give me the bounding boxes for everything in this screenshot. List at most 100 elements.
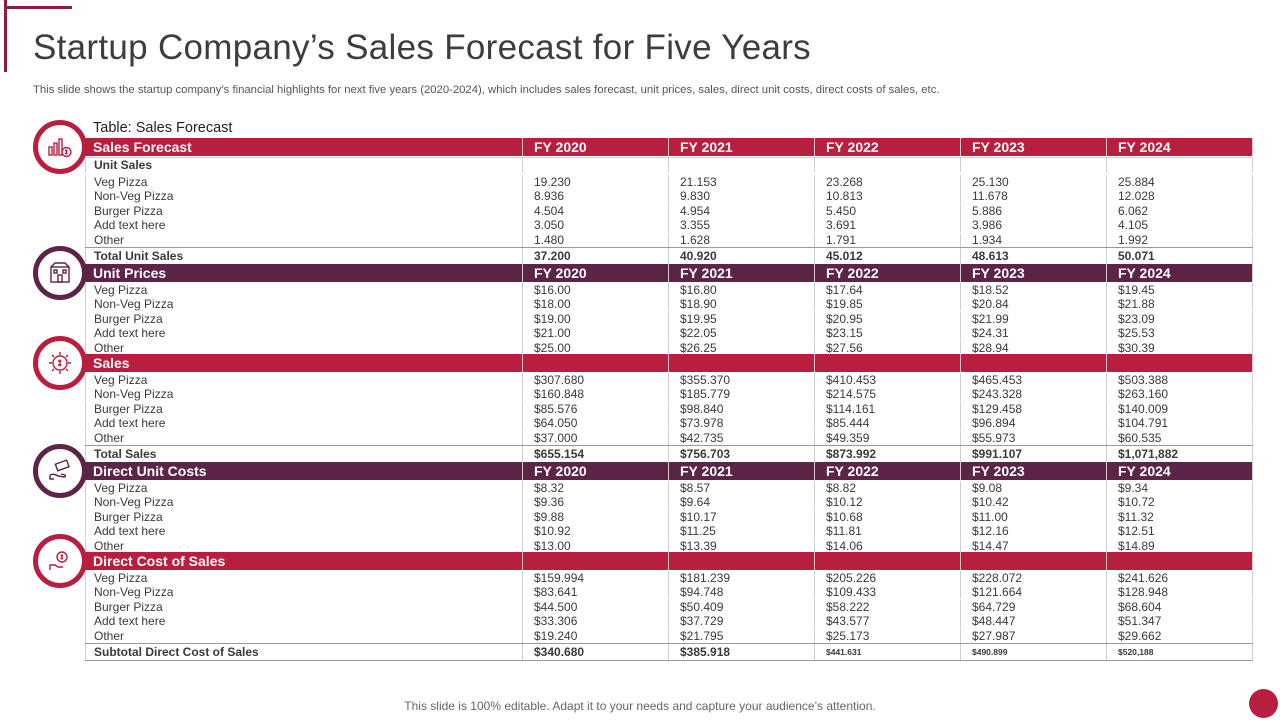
cell-fy-2: $16.80 [669,283,815,297]
unit-prices-row: Veg Pizza $16.00 $16.80 $17.64 $18.52 $19.45 [85,283,1253,297]
row-label: Add text here [85,416,523,431]
cell-fy-5: 25.884 [1107,175,1253,189]
cell-fy-5: $19.45 [1107,283,1253,297]
cell-fy-4: $243.328 [961,387,1107,402]
cell-fy-5 [1107,158,1253,172]
row-label: Burger Pizza [85,599,523,614]
row-label: Burger Pizza [85,203,523,218]
cell-fy-5: $60.535 [1107,430,1253,445]
cell-fy-4: $96.894 [961,416,1107,431]
page-subtitle: This slide shows the startup company’s f… [33,84,940,96]
cell-fy-3: $410.453 [815,373,961,387]
unit-prices-row: Non-Veg Pizza $18.00 $18.90 $19.85 $20.84 $21… [85,297,1253,312]
cell-fy-3: $58.222 [815,599,961,614]
cell-fy-3: FY 2022 [815,264,961,282]
cell-fy-3: $19.85 [815,297,961,312]
cell-fy-2: $94.748 [669,585,815,600]
cell-fy-4: $64.729 [961,599,1107,614]
cell-fy-5: $241.626 [1107,571,1253,585]
cell-fy-1 [523,552,669,570]
cell-fy-5: $51.347 [1107,614,1253,629]
cell-fy-3 [815,158,961,172]
cell-fy-4: 25.130 [961,175,1107,189]
cell-fy-1: $9.88 [523,509,669,524]
unit-sales-row: Add text here 3.050 3.355 3.691 3.986 4.105 [85,218,1253,233]
cell-fy-3: $114.161 [815,401,961,416]
cell-fy-1: $37.000 [523,430,669,445]
cell-fy-4: $27.987 [961,628,1107,643]
cell-fy-4: FY 2023 [961,264,1107,282]
row-label: Direct Cost of Sales [85,552,523,570]
cell-fy-1: $8.32 [523,481,669,495]
direct-cost-row: Burger Pizza $44.500 $50.409 $58.222 $64.729… [85,599,1253,614]
cell-fy-5: $12.51 [1107,524,1253,539]
cell-fy-4: $21.99 [961,311,1107,326]
row-label: Total Unit Sales [85,248,523,264]
cell-fy-2: FY 2021 [669,264,815,282]
direct-cost-row: Other $19.240 $21.795 $25.173 $27.987 $29.662 [85,628,1253,643]
cell-fy-3: $205.226 [815,571,961,585]
header-sales: Sales [85,354,1253,372]
direct-unit-costs-row: Burger Pizza $9.88 $10.17 $10.68 $11.00 $11.3… [85,509,1253,524]
cell-fy-1: $18.00 [523,297,669,312]
row-label: Add text here [85,614,523,629]
hand-money-icon [33,444,87,498]
cell-fy-1: 4.504 [523,203,669,218]
cell-fy-2: 9.830 [669,189,815,204]
cell-fy-1: $21.00 [523,326,669,341]
cell-fy-1: $655.154 [523,446,669,462]
cell-fy-2: $42.735 [669,430,815,445]
cell-fy-5: FY 2024 [1107,264,1253,282]
building-icon [33,246,87,300]
direct-unit-costs-row: Non-Veg Pizza $9.36 $9.64 $10.12 $10.42 $10.7… [85,495,1253,510]
row-label: Other [85,340,523,355]
cell-fy-2: $18.90 [669,297,815,312]
cell-fy-2: $21.795 [669,628,815,643]
cell-fy-4: $20.84 [961,297,1107,312]
cell-fy-2: $355.370 [669,373,815,387]
cell-fy-5: FY 2024 [1107,462,1253,480]
row-label: Veg Pizza [85,283,523,297]
cell-fy-4: $490.899 [961,644,1107,660]
cell-fy-2: $26.25 [669,340,815,355]
cell-fy-2: $22.05 [669,326,815,341]
cell-fy-1: 3.050 [523,218,669,233]
row-label: Veg Pizza [85,373,523,387]
row-label: Veg Pizza [85,481,523,495]
row-label: Other [85,232,523,247]
cell-fy-4: $129.458 [961,401,1107,416]
cell-fy-4: $14.47 [961,538,1107,553]
row-label: Add text here [85,326,523,341]
chart-money-icon [33,120,87,174]
row-label: Veg Pizza [85,571,523,585]
sales-row: Non-Veg Pizza $160.848 $185.779 $214.575 $24… [85,387,1253,402]
row-label: Unit Prices [85,264,523,282]
unit-sales-row: Other 1.480 1.628 1.791 1.934 1.992 [85,232,1253,247]
row-label: Subtotal Direct Cost of Sales [85,644,523,660]
row-label: Unit Sales [85,158,523,172]
row-label: Add text here [85,524,523,539]
cell-fy-5: $104.791 [1107,416,1253,431]
cell-fy-2 [669,158,815,172]
unit-sales-row: Non-Veg Pizza 8.936 9.830 10.813 11.678 12.02… [85,189,1253,204]
cell-fy-4 [961,158,1107,172]
cell-fy-4: $18.52 [961,283,1107,297]
direct-cost-row: Veg Pizza $159.994 $181.239 $205.226 $228.07… [85,571,1253,585]
cell-fy-1: FY 2020 [523,138,669,156]
cell-fy-1: 1.480 [523,232,669,247]
cell-fy-2: 1.628 [669,232,815,247]
cell-fy-2: $11.25 [669,524,815,539]
cell-fy-3: $20.95 [815,311,961,326]
table-caption: Table: Sales Forecast [93,120,233,136]
cell-fy-4: FY 2023 [961,138,1107,156]
cell-fy-4: $228.072 [961,571,1107,585]
cell-fy-2: $13.39 [669,538,815,553]
cell-fy-3 [815,354,961,372]
cell-fy-1: $13.00 [523,538,669,553]
cell-fy-2 [669,354,815,372]
cell-fy-1: $19.240 [523,628,669,643]
cell-fy-4: $48.447 [961,614,1107,629]
cell-fy-3: $14.06 [815,538,961,553]
person-dollar-icon [33,534,87,588]
cell-fy-3: $17.64 [815,283,961,297]
